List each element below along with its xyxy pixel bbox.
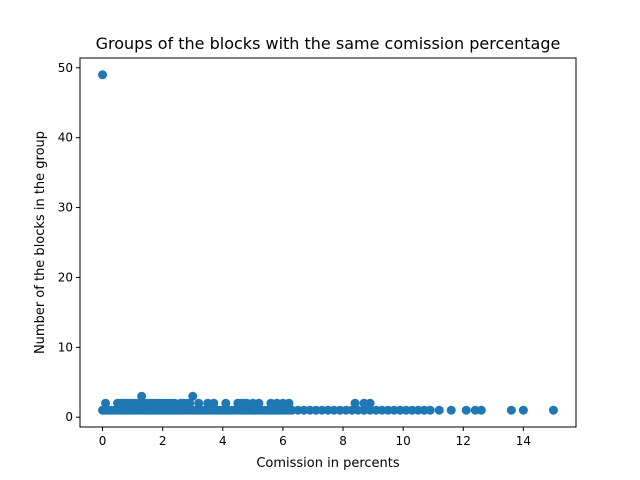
scatter-point bbox=[476, 405, 486, 415]
x-tick-label: 0 bbox=[99, 434, 107, 448]
scatter-point bbox=[446, 405, 456, 415]
x-tick-label: 14 bbox=[516, 434, 531, 448]
y-tick-label: 50 bbox=[58, 61, 73, 75]
scatter-point bbox=[548, 405, 558, 415]
scatter-point bbox=[461, 405, 471, 415]
scatter-point bbox=[518, 405, 528, 415]
x-tick-label: 12 bbox=[456, 434, 471, 448]
axis-ticks: 0 2 4 6 8 10 12 14 0 10 20 30 40 50 bbox=[58, 61, 531, 448]
x-tick-label: 10 bbox=[396, 434, 411, 448]
plot-frame bbox=[79, 57, 577, 428]
scatter-point bbox=[194, 398, 204, 408]
y-tick-label: 40 bbox=[58, 131, 73, 145]
y-axis-label: Number of the blocks in the group bbox=[33, 131, 48, 354]
scatter-point bbox=[350, 398, 360, 408]
scatter-point bbox=[425, 405, 435, 415]
scatter-point bbox=[209, 398, 219, 408]
x-tick-label: 8 bbox=[339, 434, 347, 448]
scatter-point bbox=[221, 398, 231, 408]
scatter-point bbox=[185, 398, 195, 408]
x-axis-label: Comission in percents bbox=[256, 456, 400, 471]
scatter-point bbox=[188, 391, 198, 401]
scatter-point bbox=[506, 405, 516, 415]
y-tick-label: 30 bbox=[58, 201, 73, 215]
x-tick-label: 2 bbox=[159, 434, 167, 448]
scatter-point bbox=[101, 398, 111, 408]
scatter-point bbox=[365, 398, 375, 408]
scatter-point bbox=[254, 398, 264, 408]
data-points bbox=[98, 70, 558, 415]
scatter-point bbox=[434, 405, 444, 415]
y-tick-label: 0 bbox=[65, 410, 73, 424]
x-tick-label: 4 bbox=[219, 434, 227, 448]
y-tick-label: 10 bbox=[58, 340, 73, 354]
y-tick-label: 20 bbox=[58, 270, 73, 284]
x-tick-label: 6 bbox=[279, 434, 287, 448]
scatter-point bbox=[98, 70, 108, 80]
chart-title: Groups of the blocks with the same comis… bbox=[96, 34, 561, 53]
scatter-point bbox=[137, 391, 147, 401]
scatter-point bbox=[284, 398, 294, 408]
